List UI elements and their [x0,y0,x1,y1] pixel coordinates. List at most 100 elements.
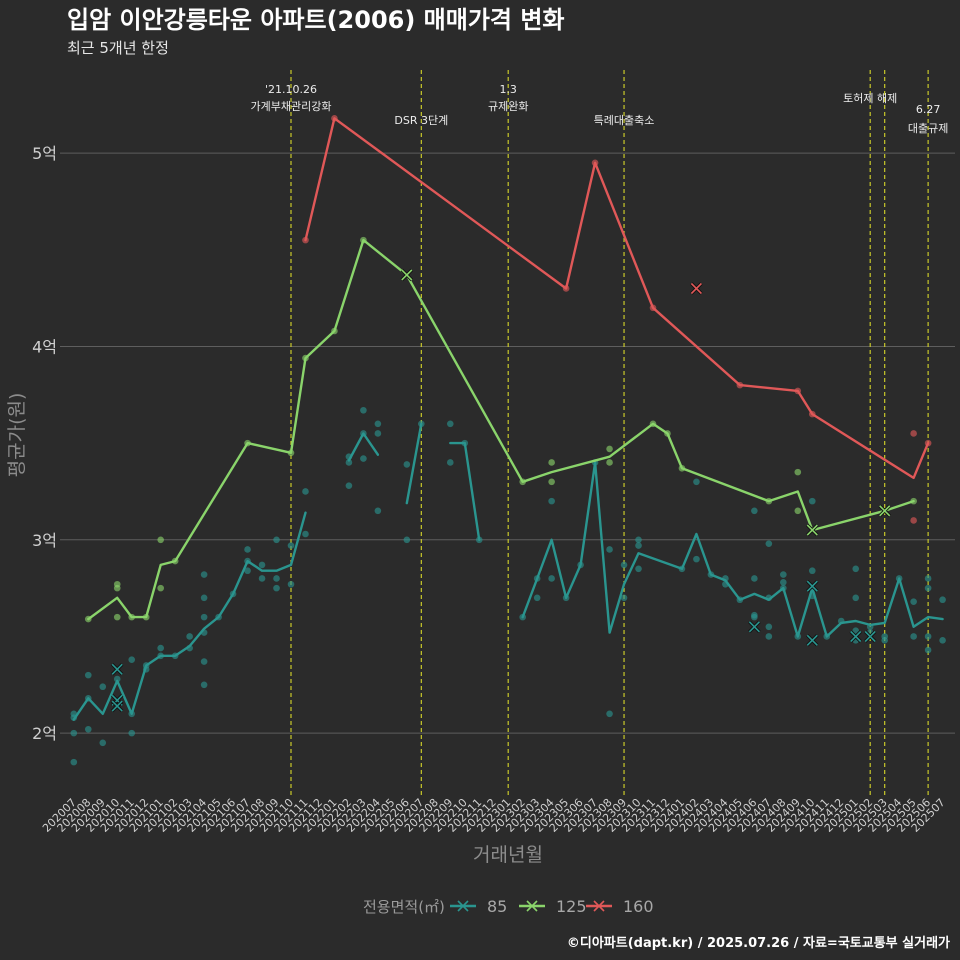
data-point-85 [780,571,787,578]
data-point-85 [620,594,628,602]
data-point-85 [808,497,816,505]
chart-title: 입암 이안강릉타운 아파트(2006) 매매가격 변화 [67,6,565,34]
data-point-85 [533,594,541,602]
data-point-85 [113,675,121,683]
data-point-85 [939,596,946,604]
event-lines [290,70,929,795]
data-point-85 [403,461,411,468]
data-point-85 [620,561,628,569]
x-marker-icon [401,269,413,281]
x-marker-icon [806,524,818,536]
x-marker-85 [110,663,124,676]
legend-key-x-icon [593,900,605,912]
data-point-125 [548,478,555,486]
data-point-85 [852,627,860,634]
data-point-85 [70,758,78,766]
y-axis-title: 평균가(원) [6,393,28,478]
data-point-85 [808,567,816,575]
x-marker-icon [111,700,123,712]
data-point-85 [924,633,932,640]
data-point-85 [287,542,295,549]
data-point-85 [345,459,353,466]
series-line-85 [449,441,481,541]
data-point-85 [765,623,773,631]
data-point-125 [157,584,164,592]
event-label: 토허제 해제 [843,91,897,105]
data-point-85 [360,406,367,414]
legend-title: 전용면적(㎡) [363,898,445,916]
data-point-85 [258,561,266,569]
data-point-85 [186,633,193,640]
data-point-85 [548,497,555,505]
y-tick-label: 5억 [32,144,57,163]
x-axis-title: 거래년월 [473,844,543,866]
x-marker-85 [806,634,819,647]
data-point-85 [693,555,700,563]
legend-item-125: 125 [519,897,587,916]
data-point-85 [70,729,78,737]
series-line-85 [521,461,944,638]
data-point-85 [910,633,917,640]
legend-label: 85 [487,897,507,916]
data-point-85 [200,613,208,621]
legend: 전용면적(㎡) 85 125 160 [363,897,654,916]
y-axis-tick-labels: 2억 3억 4억 5억 [32,144,57,743]
event-label: DSR 3단계 [394,114,448,127]
data-point-85 [273,575,280,582]
data-point-85 [924,646,932,654]
legend-label: 125 [556,897,587,916]
data-point-85 [200,594,208,602]
data-point-85 [693,478,700,486]
data-point-125 [794,507,802,515]
data-point-85 [446,459,454,466]
data-point-125 [157,536,164,544]
data-point-85 [606,546,613,553]
event-label: '21.10.26 [265,83,317,96]
event-label: 가계부채관리강화 [251,100,332,113]
data-point-85 [273,536,280,544]
data-point-85 [751,507,758,515]
data-point-85 [128,729,136,737]
data-point-85 [84,671,92,679]
data-point-160 [910,517,917,524]
x-marker-85 [806,579,819,593]
data-point-125 [794,468,802,476]
data-point-85 [99,739,107,747]
x-marker-125 [806,523,819,537]
x-marker-icon [806,580,818,592]
data-point-85 [548,575,555,582]
event-label: 1.3 [499,83,517,96]
x-marker-85 [863,630,877,643]
legend-key-x-icon [526,900,538,912]
x-marker-125 [400,268,414,282]
x-marker-icon [879,505,891,517]
data-point-85 [852,594,860,602]
data-point-85 [244,546,251,553]
data-point-85 [84,725,92,733]
data-point-125 [606,445,613,453]
data-point-85 [374,420,382,428]
x-markers [110,268,891,713]
data-point-85 [99,683,107,691]
legend-key-x-icon [457,900,469,912]
data-point-125 [113,613,121,621]
x-marker-icon [850,630,862,643]
data-point-85 [446,420,454,428]
series-line-85 [405,422,423,505]
x-marker-icon [111,663,123,675]
data-point-85 [302,488,309,495]
event-label: 대출규제 [908,122,948,135]
y-tick-label: 3억 [32,531,57,550]
data-point-85 [881,637,888,644]
data-point-85 [635,536,642,544]
data-point-125 [548,459,555,466]
data-point-85 [635,542,642,549]
data-point-85 [244,567,251,575]
data-point-85 [635,565,642,573]
x-marker-85 [748,620,761,634]
series-line-85 [72,511,307,721]
data-point-85 [302,530,309,538]
